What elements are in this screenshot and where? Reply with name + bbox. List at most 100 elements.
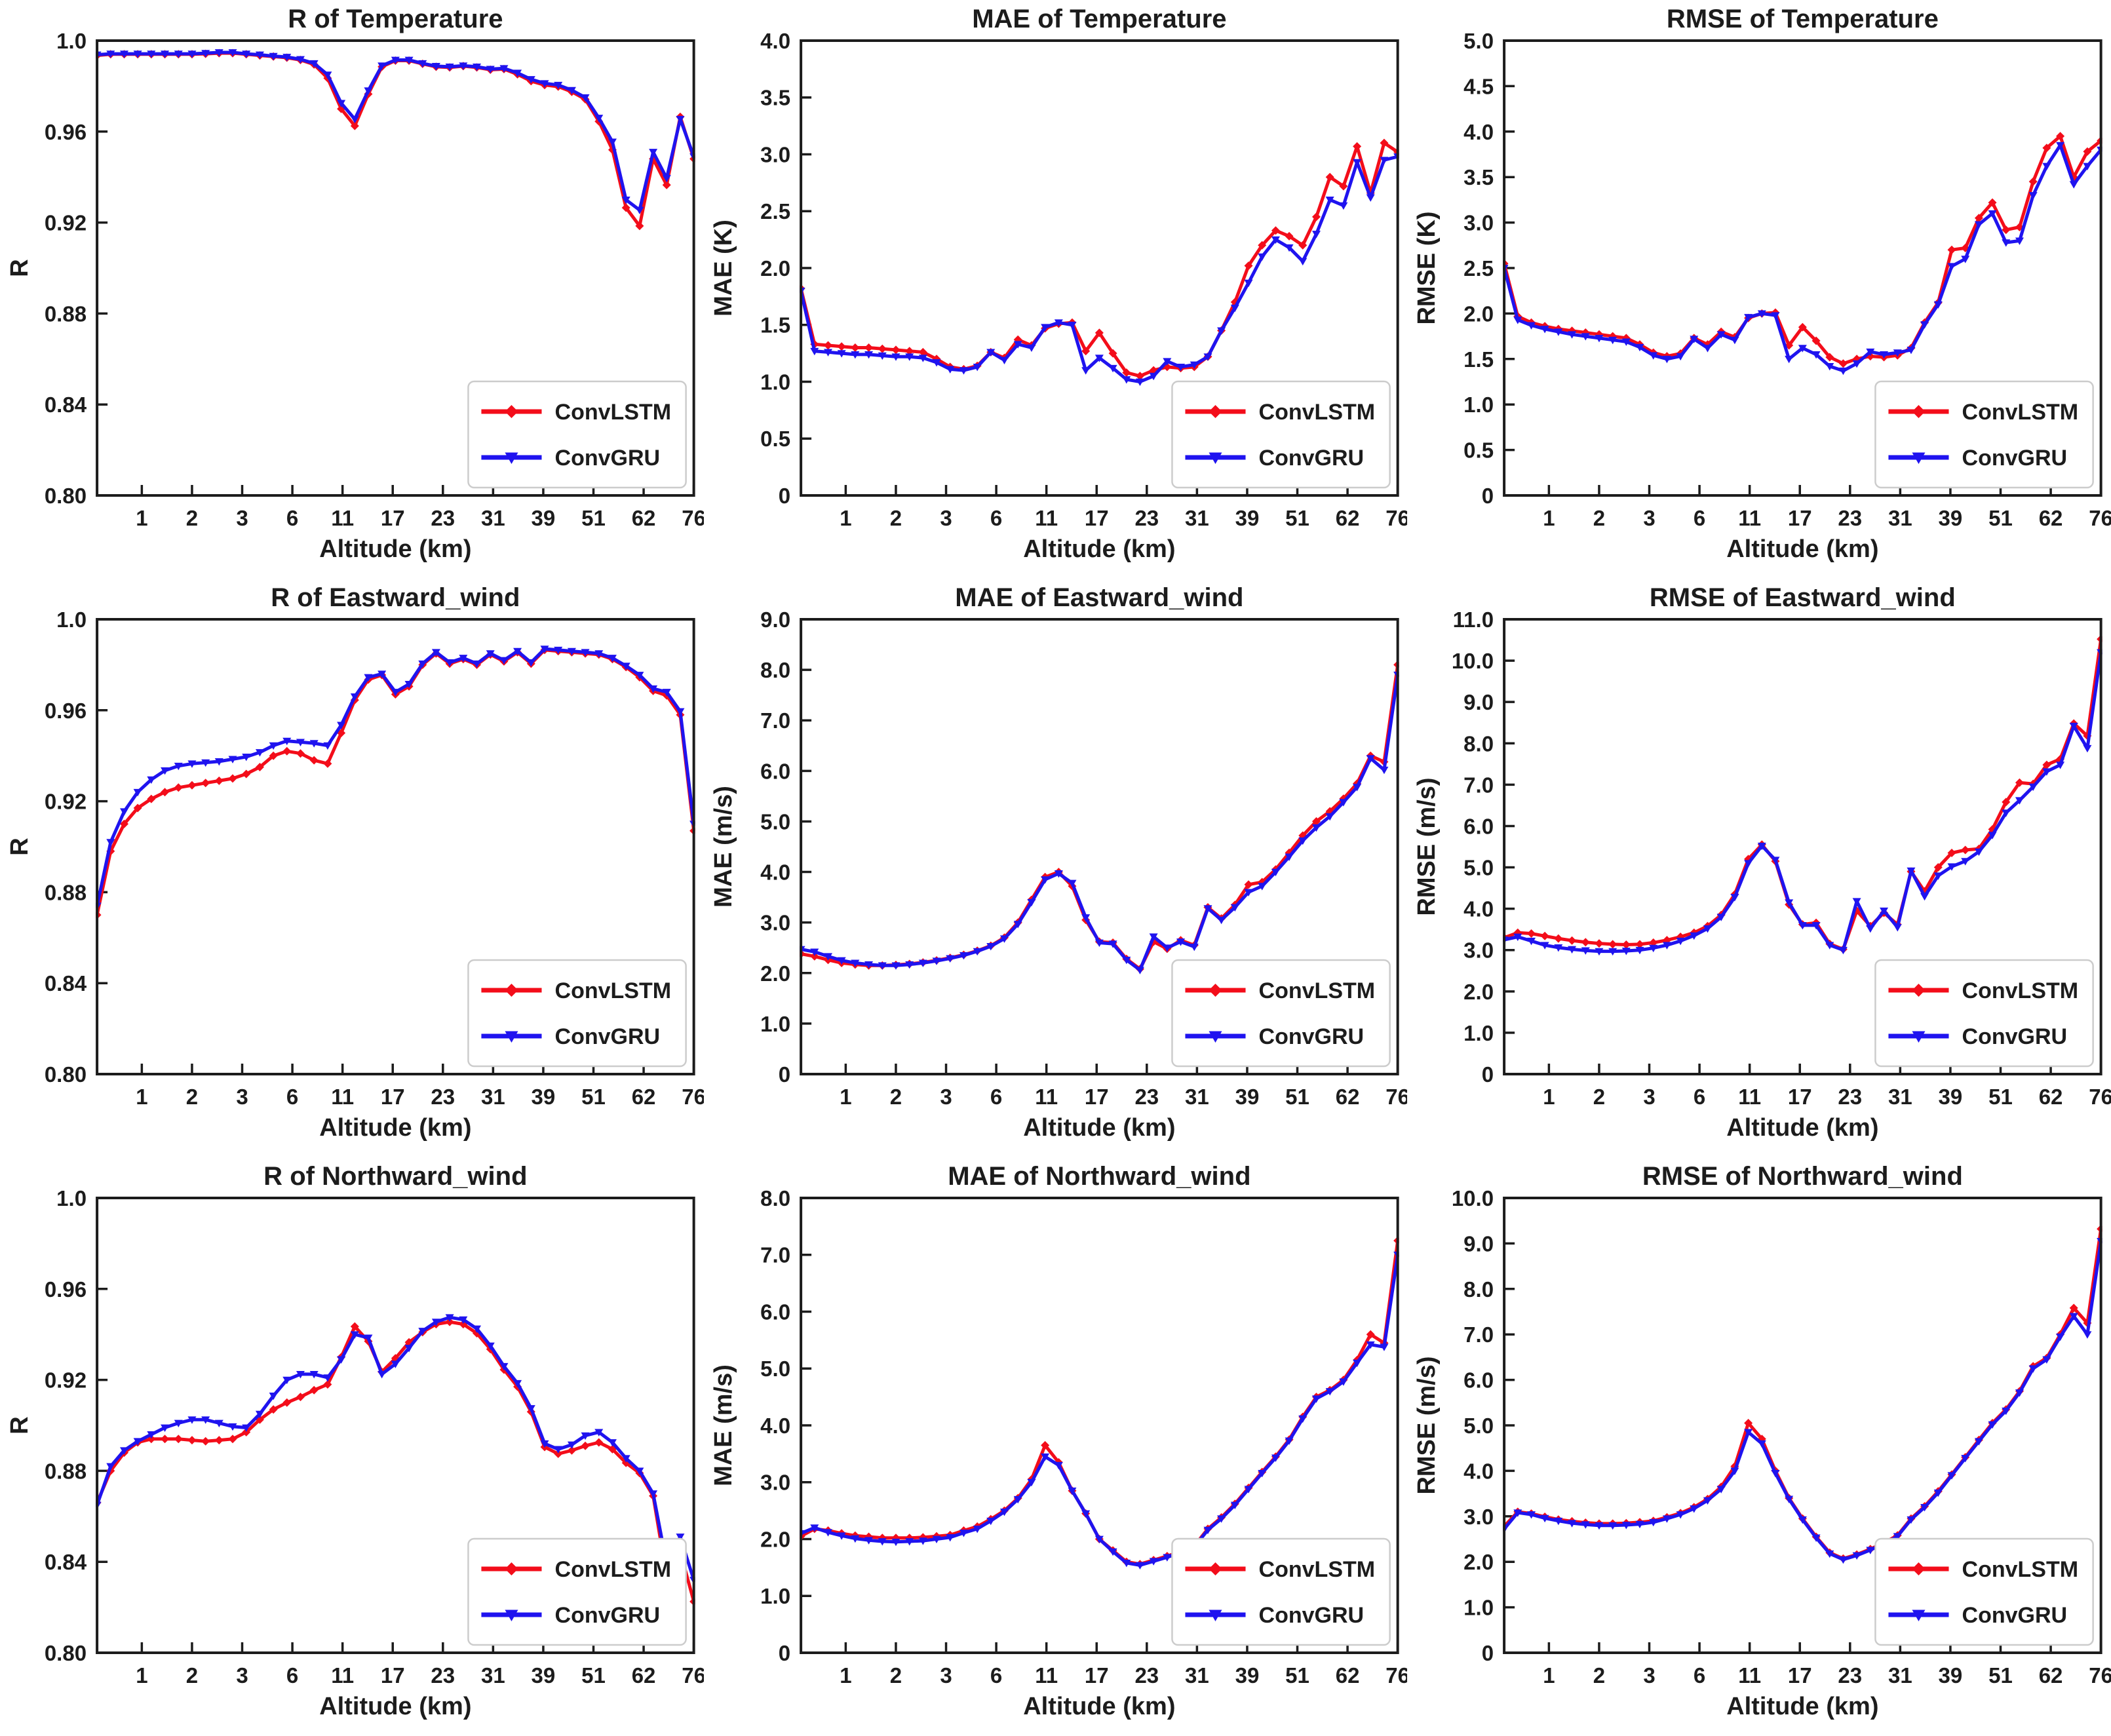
y-tick-label: 4.0 bbox=[760, 860, 790, 885]
x-tick-label: 23 bbox=[431, 1663, 455, 1688]
x-tick-label: 62 bbox=[2039, 1085, 2063, 1109]
chart-title: RMSE of Eastward_wind bbox=[1650, 583, 1956, 612]
plot-frame bbox=[96, 39, 695, 497]
x-tick-label: 23 bbox=[431, 506, 455, 530]
y-tick-label: 1.0 bbox=[1464, 393, 1494, 417]
series-line-ConvGRU bbox=[96, 647, 695, 906]
legend-label: ConvLSTM bbox=[555, 400, 672, 425]
chart-title: R of Northward_wind bbox=[263, 1162, 527, 1191]
x-tick-label: 6 bbox=[990, 1085, 1002, 1109]
y-tick-label: 0.80 bbox=[45, 484, 87, 508]
legend-box bbox=[1874, 959, 2095, 1068]
y-tick-label: 1.0 bbox=[56, 29, 87, 53]
plot-frame bbox=[799, 1197, 1399, 1654]
chart-r-eastward-wind: R of Eastward_wind R Altitude (km) 0.80 0.84… bbox=[0, 579, 704, 1157]
x-axis-label: Altitude (km) bbox=[1023, 535, 1175, 563]
y-tick-label: 1.0 bbox=[1464, 1021, 1494, 1045]
x-tick-label: 3 bbox=[236, 1663, 248, 1688]
y-tick-label: 1.0 bbox=[56, 608, 87, 632]
chart-canvas-rmse-northward-wind: RMSE of Northward_wind RMSE (m/s) Altitude… bbox=[1413, 1162, 2111, 1720]
y-axis-label: R bbox=[6, 259, 33, 277]
y-tick-label: 7.0 bbox=[1464, 1322, 1494, 1347]
x-tick-label: 23 bbox=[1134, 1085, 1159, 1109]
chart-canvas-r-eastward-wind: R of Eastward_wind R Altitude (km) 0.80 0.84… bbox=[6, 583, 704, 1142]
y-tick-label: 5.0 bbox=[1464, 856, 1494, 880]
diamond-marker-icon bbox=[505, 984, 518, 997]
legend-label: ConvLSTM bbox=[1258, 400, 1375, 425]
x-axis-label: Altitude (km) bbox=[1727, 1693, 1879, 1720]
x-tick-label: 31 bbox=[481, 506, 505, 530]
y-tick-label: 3.5 bbox=[760, 86, 790, 110]
y-tick-label: 0.80 bbox=[45, 1062, 87, 1087]
x-tick-label: 76 bbox=[682, 506, 703, 530]
y-tick-label: 0.84 bbox=[45, 1550, 87, 1574]
y-tick-label: 3.0 bbox=[760, 911, 790, 935]
y-tick-label: 0.5 bbox=[1464, 438, 1494, 463]
y-tick-label: 0 bbox=[778, 1641, 790, 1665]
x-tick-label: 2 bbox=[186, 1085, 198, 1109]
chart-canvas-mae-northward-wind: MAE of Northward_wind MAE (m/s) Altitude (… bbox=[710, 1162, 1408, 1720]
x-tick-label: 11 bbox=[1739, 1663, 1762, 1688]
y-tick-label: 0.84 bbox=[45, 971, 87, 995]
x-tick-label: 76 bbox=[682, 1663, 703, 1688]
legend-label: ConvLSTM bbox=[1258, 1557, 1375, 1582]
y-tick-label: 5.0 bbox=[1464, 1414, 1494, 1438]
y-tick-label: 6.0 bbox=[1464, 814, 1494, 838]
legend-box bbox=[1171, 380, 1391, 489]
x-tick-label: 3 bbox=[940, 1085, 952, 1109]
chart-title: MAE of Temperature bbox=[972, 5, 1226, 33]
legend-box bbox=[1874, 380, 2095, 489]
y-tick-label: 1.5 bbox=[760, 313, 790, 338]
y-tick-label: 3.0 bbox=[760, 143, 790, 167]
y-tick-label: 3.0 bbox=[1464, 211, 1494, 235]
x-tick-label: 51 bbox=[1988, 1663, 2013, 1688]
y-tick-label: 2.0 bbox=[1464, 1550, 1494, 1574]
x-tick-label: 6 bbox=[286, 1663, 298, 1688]
y-tick-label: 8.0 bbox=[1464, 731, 1494, 756]
x-tick-label: 31 bbox=[1888, 1663, 1912, 1688]
chart-mae-eastward-wind: MAE of Eastward_wind MAE (m/s) Altitude (k… bbox=[703, 579, 1408, 1157]
x-tick-label: 2 bbox=[1593, 1085, 1605, 1109]
triangle-marker-icon bbox=[1912, 1031, 1926, 1043]
x-tick-label: 6 bbox=[286, 1085, 298, 1109]
x-tick-label: 11 bbox=[331, 506, 354, 530]
x-tick-label: 1 bbox=[840, 1085, 851, 1109]
x-tick-label: 31 bbox=[1888, 506, 1912, 530]
x-tick-label: 39 bbox=[1235, 1663, 1259, 1688]
series-line-ConvLSTM bbox=[1503, 1228, 2102, 1560]
triangle-marker-icon bbox=[505, 452, 518, 464]
y-tick-label: 4.0 bbox=[1464, 1459, 1494, 1483]
chart-title: R of Temperature bbox=[288, 5, 503, 33]
x-tick-label: 3 bbox=[940, 506, 952, 530]
chart-canvas-rmse-eastward-wind: RMSE of Eastward_wind RMSE (m/s) Altitude … bbox=[1413, 583, 2111, 1142]
x-tick-label: 3 bbox=[236, 1085, 248, 1109]
x-tick-label: 23 bbox=[1838, 1663, 1863, 1688]
x-tick-label: 62 bbox=[632, 1085, 656, 1109]
x-tick-label: 1 bbox=[840, 1663, 851, 1688]
x-tick-label: 2 bbox=[1593, 506, 1605, 530]
x-tick-label: 39 bbox=[1939, 1085, 1963, 1109]
chart-rmse-northward-wind: RMSE of Northward_wind RMSE (m/s) Altitude… bbox=[1407, 1157, 2111, 1736]
plot-frame bbox=[799, 39, 1399, 497]
x-tick-label: 6 bbox=[1694, 1085, 1705, 1109]
y-tick-label: 1.5 bbox=[1464, 347, 1494, 372]
x-tick-label: 11 bbox=[331, 1663, 354, 1688]
x-tick-label: 11 bbox=[331, 1085, 354, 1109]
series-markers-ConvLSTM bbox=[1503, 634, 2102, 954]
x-tick-label: 6 bbox=[1694, 506, 1705, 530]
y-tick-label: 1.0 bbox=[760, 1012, 790, 1036]
y-tick-label: 0.96 bbox=[45, 699, 87, 723]
y-tick-label: 8.0 bbox=[760, 658, 790, 682]
legend-box bbox=[1171, 1537, 1391, 1646]
triangle-marker-icon bbox=[1209, 1610, 1222, 1621]
triangle-marker-icon bbox=[505, 1031, 518, 1043]
y-tick-label: 0.96 bbox=[45, 1277, 87, 1302]
series-markers-ConvGRU bbox=[799, 1251, 1399, 1570]
chart-r-temperature: R of Temperature R Altitude (km) 0.80 0.84 0.… bbox=[0, 0, 704, 579]
x-tick-label: 17 bbox=[1788, 1085, 1812, 1109]
chart-canvas-mae-temperature: MAE of Temperature MAE (K) Altitude (km) 0 0… bbox=[710, 5, 1408, 563]
x-tick-label: 76 bbox=[2089, 1085, 2111, 1109]
x-axis-label: Altitude (km) bbox=[1023, 1693, 1175, 1720]
y-tick-label: 9.0 bbox=[1464, 690, 1494, 714]
